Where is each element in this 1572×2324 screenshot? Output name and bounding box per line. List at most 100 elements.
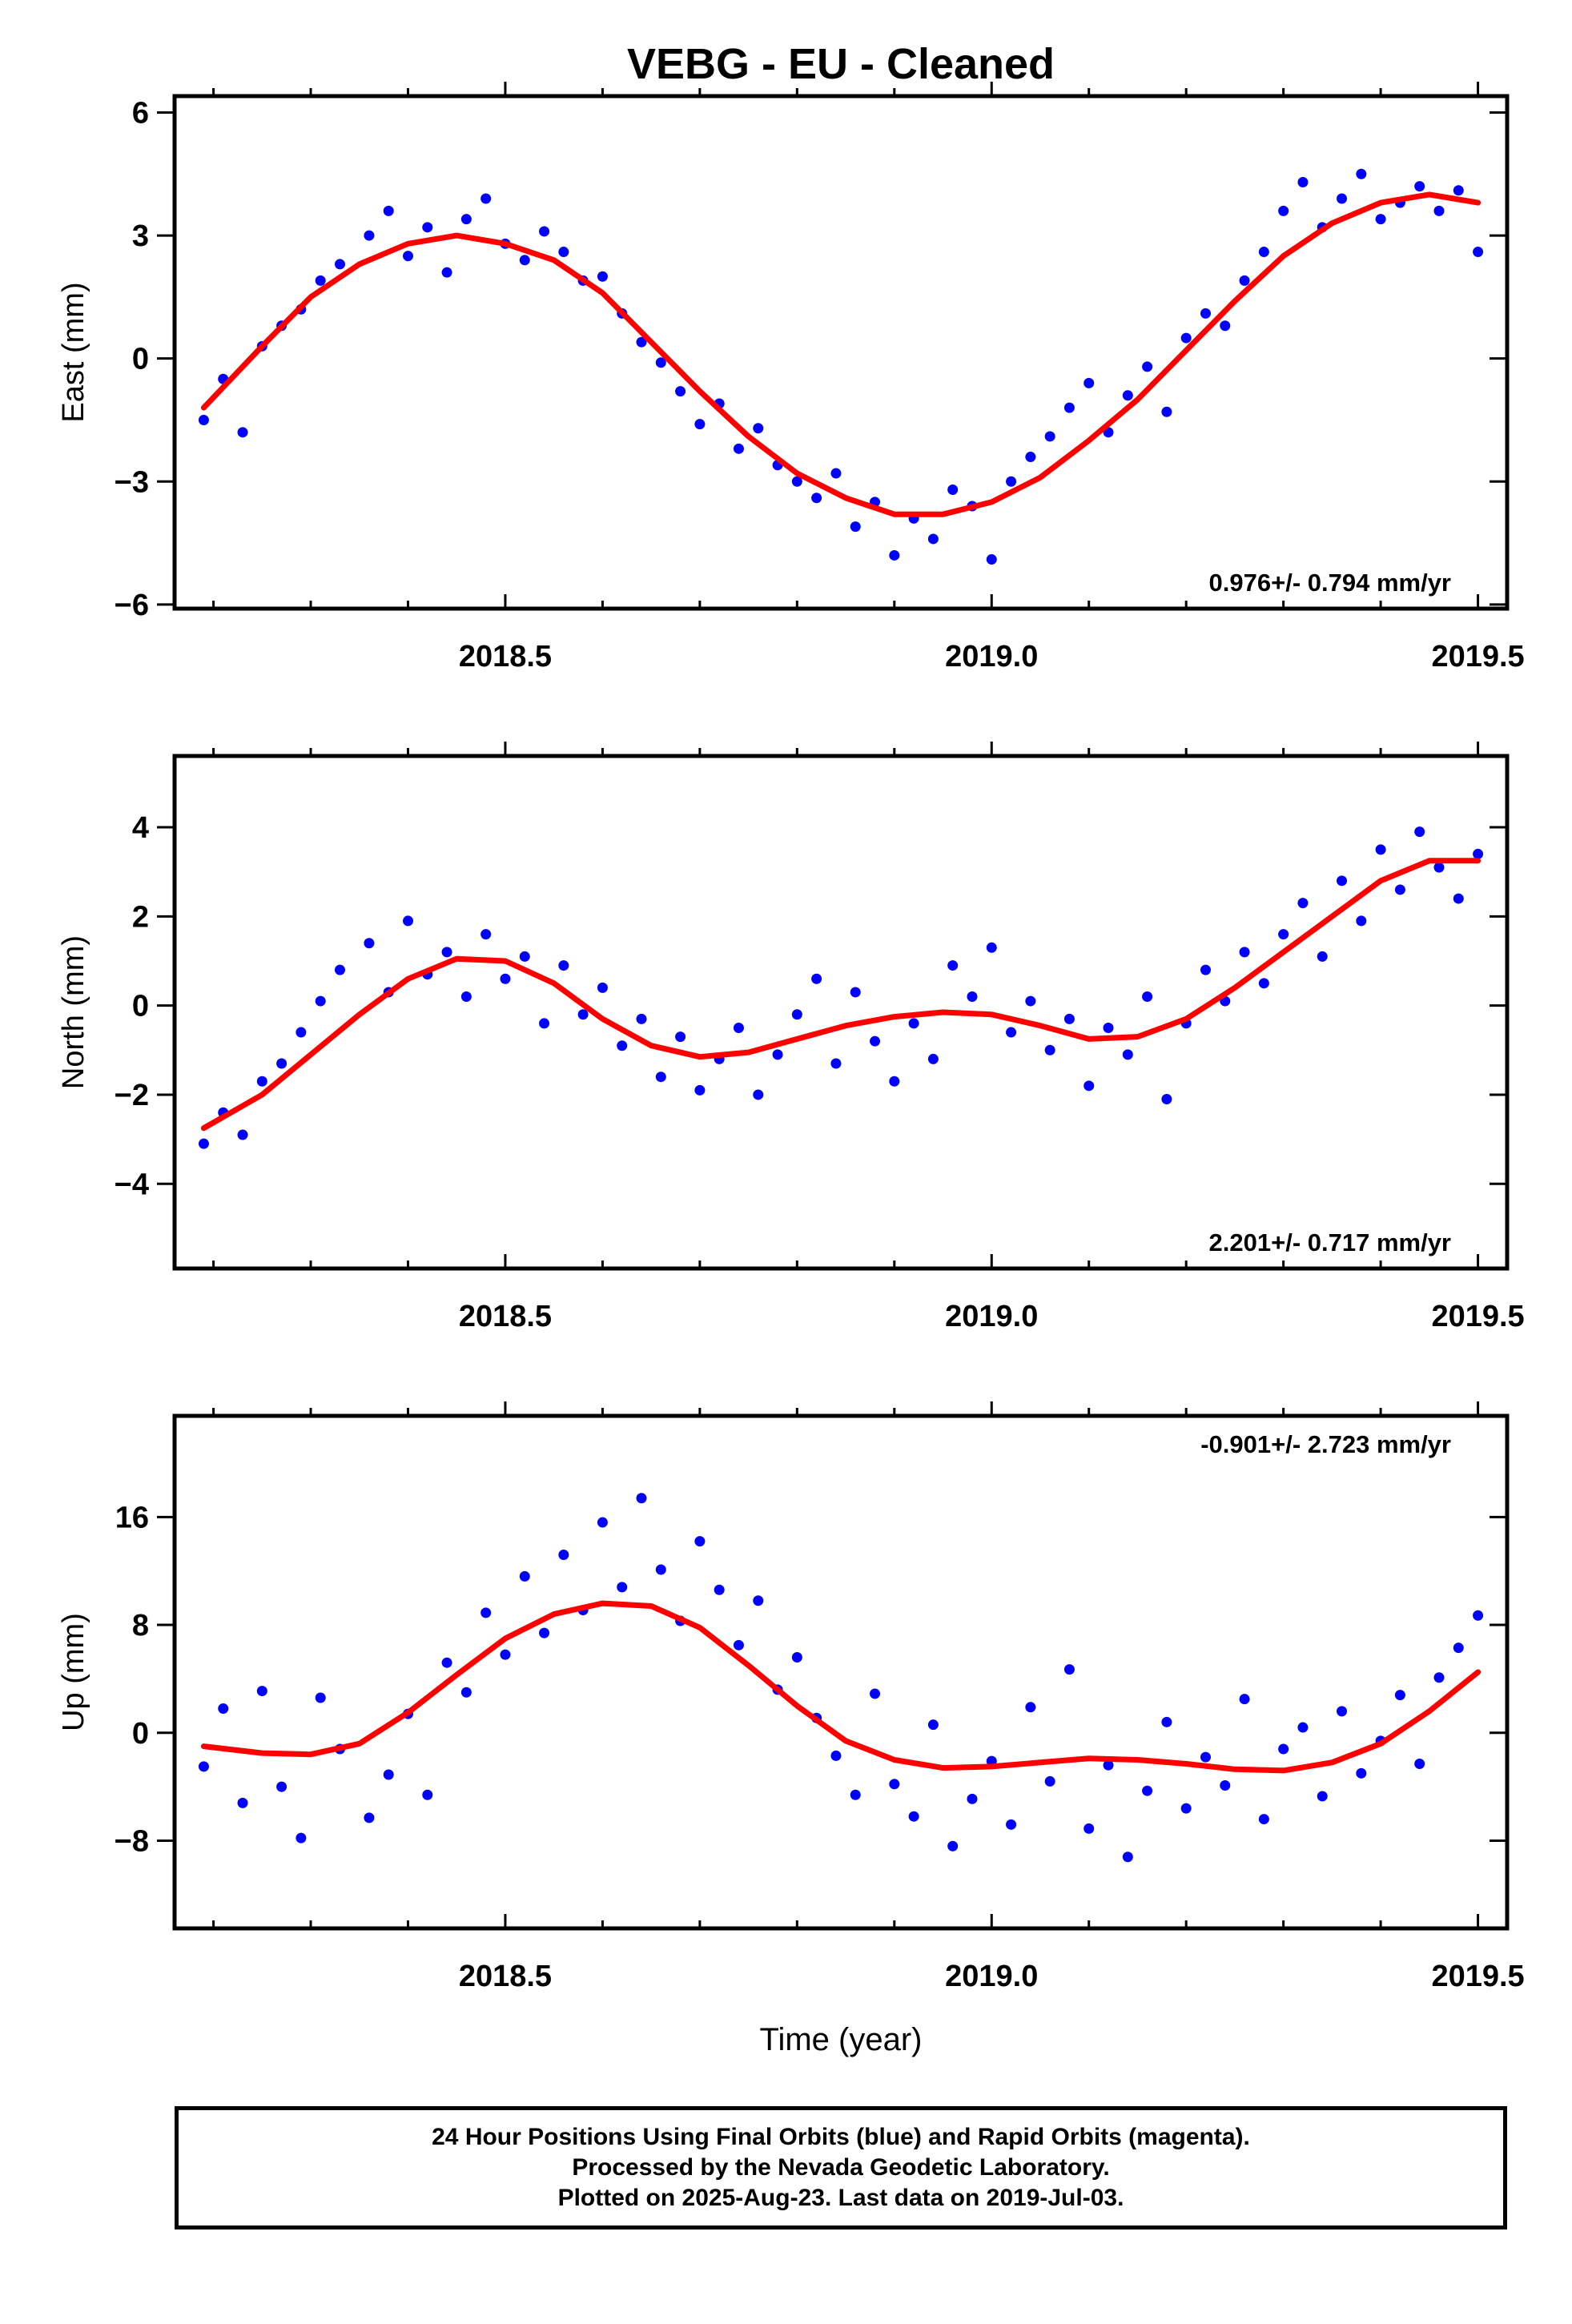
east-data-point (733, 443, 744, 454)
up-data-point (237, 1797, 248, 1808)
east-data-point (1025, 452, 1036, 463)
north-xtick-label: 2019.5 (1431, 1300, 1524, 1333)
north-data-point (1453, 893, 1464, 904)
north-data-point (1103, 1022, 1114, 1033)
north-data-point (1142, 991, 1153, 1003)
north-data-point (296, 1027, 307, 1038)
north-data-point (870, 1035, 881, 1047)
north-data-point (636, 1013, 647, 1024)
up-data-point (315, 1692, 326, 1703)
north-data-point (1278, 929, 1289, 940)
east-data-point (315, 275, 326, 286)
up-fit-line (200, 1600, 1482, 1774)
north-data-point (1239, 947, 1250, 958)
east-data-point (441, 267, 452, 278)
up-data-point (480, 1607, 492, 1618)
north-data-point (500, 973, 511, 984)
north-rate-label: 2.201+/- 0.717 mm/yr (1209, 1228, 1451, 1256)
up-data-point (655, 1564, 666, 1575)
up-data-point (1044, 1775, 1055, 1787)
north-data-point (1063, 1013, 1075, 1024)
north-data-point (237, 1129, 248, 1140)
up-data-point (870, 1688, 881, 1699)
up-xlabel: Time (year) (760, 2022, 923, 2057)
north-data-point (256, 1076, 267, 1087)
up-data-point (1180, 1803, 1192, 1814)
east-data-point (597, 271, 608, 282)
north-xtick-label: 2018.5 (459, 1300, 552, 1333)
north-data-point (675, 1031, 686, 1043)
east-xtick-label: 2018.5 (459, 640, 552, 673)
east-data-point (636, 336, 647, 348)
up-xtick-label: 2018.5 (459, 1960, 552, 1993)
up-data-point (1258, 1814, 1269, 1825)
east-data-point (927, 533, 939, 545)
north-data-point (1375, 844, 1386, 855)
up-data-point (908, 1811, 919, 1822)
up-rate-label: -0.901+/- 2.723 mm/yr (1200, 1430, 1451, 1458)
east-data-point (675, 386, 686, 397)
up-data-point (256, 1686, 267, 1697)
up-data-point (1317, 1791, 1328, 1802)
north-data-point (733, 1022, 744, 1033)
up-data-point (1142, 1785, 1153, 1796)
up-data-point (519, 1570, 530, 1582)
east-data-point (1473, 247, 1484, 258)
north-data-point (315, 995, 326, 1007)
east-data-point (558, 247, 569, 258)
east-data-point (1200, 308, 1211, 319)
east-data-point (1258, 247, 1269, 258)
east-data-point (1453, 185, 1464, 196)
east-data-point (811, 493, 822, 504)
up-ytick-label: 8 (132, 1609, 149, 1642)
north-ytick-label: 0 (132, 990, 149, 1023)
east-data-point (694, 419, 706, 430)
up-data-point (1006, 1819, 1017, 1830)
up-data-point (967, 1793, 978, 1804)
east-data-point (460, 214, 472, 225)
east-data-point (1433, 205, 1445, 216)
east-ytick-label: 6 (132, 96, 149, 130)
north-data-point (1297, 898, 1309, 909)
north-data-point (1414, 826, 1425, 838)
north-data-point (986, 942, 997, 953)
north-ytick-label: 4 (132, 811, 149, 845)
north-data-point (927, 1053, 939, 1064)
north-data-point (655, 1072, 666, 1083)
north-data-point (947, 960, 959, 971)
up-data-point (1337, 1706, 1348, 1717)
north-data-point (850, 987, 861, 998)
up-data-point (733, 1639, 744, 1651)
north-data-point (1433, 862, 1445, 873)
north-panel: 2018.5 2019.0 2019.5 4 2 0 −2 −4 North (mm) 2.201… (57, 742, 1525, 1333)
east-data-point (1180, 332, 1192, 344)
east-data-point (237, 427, 248, 438)
east-data-point (1122, 390, 1133, 401)
north-data-point (334, 964, 345, 975)
up-ytick-label: −8 (115, 1825, 149, 1859)
up-data-point (383, 1769, 394, 1780)
north-data-point (791, 1009, 802, 1020)
up-data-point (947, 1840, 959, 1852)
up-data-point (1063, 1664, 1075, 1675)
east-xtick-label: 2019.0 (945, 640, 1038, 673)
up-data-point (1025, 1702, 1036, 1713)
east-data-point (519, 255, 530, 266)
east-rate-label: 0.976+/- 0.794 mm/yr (1209, 569, 1451, 597)
east-data-point (1356, 168, 1367, 179)
up-data-point (1220, 1779, 1231, 1791)
east-data-point (1142, 361, 1153, 372)
north-data-point (519, 951, 530, 962)
up-ylabel: Up (mm) (57, 1613, 90, 1731)
east-data-point (1414, 181, 1425, 192)
up-data-point (791, 1651, 802, 1663)
up-data-point (597, 1517, 608, 1528)
north-data-point (1394, 884, 1405, 895)
up-data-point (694, 1536, 706, 1547)
east-data-point (364, 230, 375, 241)
east-ytick-label: −6 (115, 589, 149, 622)
up-data-point (1394, 1690, 1405, 1701)
north-data-point (364, 938, 375, 949)
east-data-point (1239, 275, 1250, 286)
north-data-point (276, 1058, 287, 1069)
